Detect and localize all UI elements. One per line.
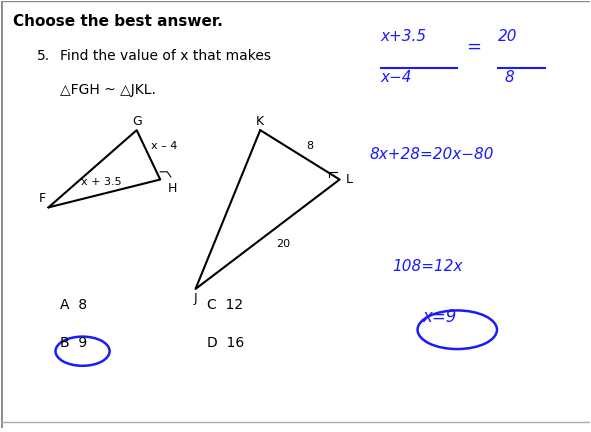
Text: 5.: 5.: [37, 49, 50, 63]
Text: G: G: [132, 115, 142, 128]
Text: x – 4: x – 4: [151, 141, 178, 151]
Text: A  8: A 8: [60, 298, 87, 311]
Text: F: F: [38, 192, 46, 205]
Text: x=9: x=9: [422, 308, 456, 326]
Text: J: J: [194, 292, 197, 305]
Text: △FGH ~ △JKL.: △FGH ~ △JKL.: [60, 83, 156, 97]
Text: L: L: [346, 173, 352, 186]
Text: 8: 8: [306, 140, 313, 150]
Text: =: =: [466, 38, 481, 55]
Text: K: K: [256, 115, 264, 128]
Text: C  12: C 12: [207, 298, 243, 311]
Text: H: H: [167, 182, 177, 195]
Text: Find the value of x that makes: Find the value of x that makes: [60, 49, 271, 63]
Text: x + 3.5: x + 3.5: [81, 178, 121, 187]
Text: 20: 20: [277, 238, 291, 248]
Text: x+3.5: x+3.5: [381, 29, 427, 44]
Text: x−4: x−4: [381, 70, 413, 85]
Text: B  9: B 9: [60, 336, 87, 350]
Text: 20: 20: [498, 29, 518, 44]
Text: 8x+28=20x−80: 8x+28=20x−80: [369, 147, 493, 162]
Text: 108=12x: 108=12x: [392, 259, 463, 274]
Text: Choose the best answer.: Choose the best answer.: [13, 14, 223, 29]
Text: D  16: D 16: [207, 336, 245, 350]
Text: 8: 8: [504, 70, 514, 85]
